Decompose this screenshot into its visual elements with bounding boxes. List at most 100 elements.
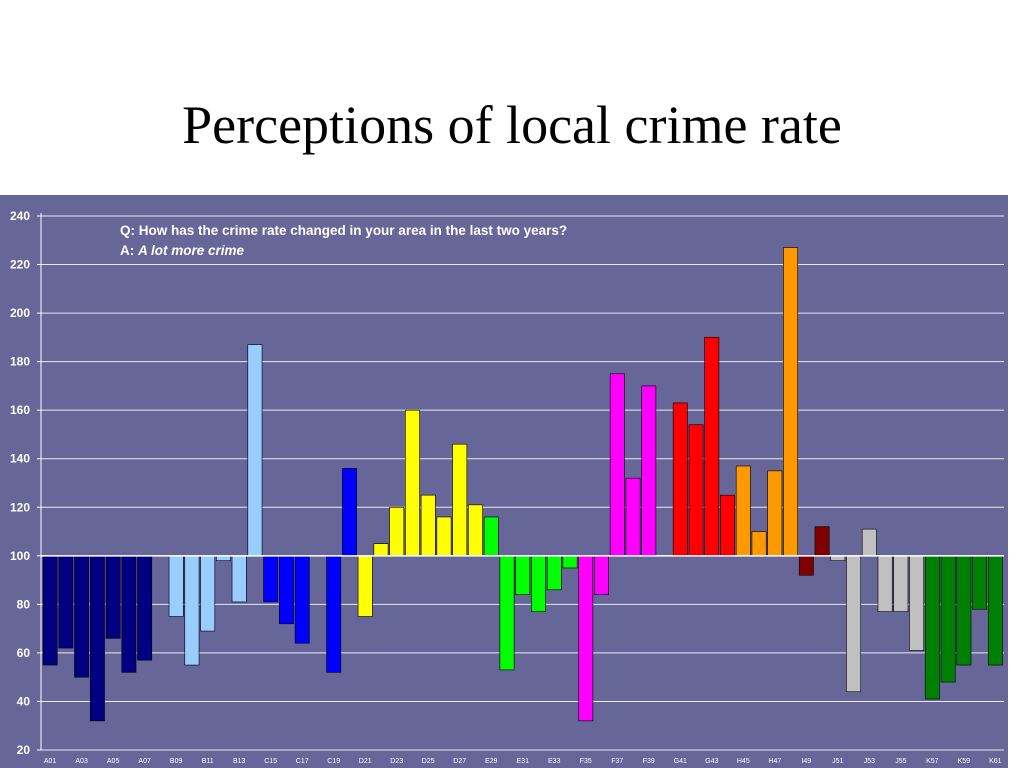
bar-F38 [625,477,641,557]
x-tick-label: E33 [548,758,561,765]
x-tick-label: D25 [422,758,435,765]
x-tick-label: G41 [674,758,687,765]
bar-F35 [578,555,594,722]
x-tick-label: C17 [296,758,309,765]
bar-H46 [751,531,767,557]
bar-J53 [861,528,877,557]
bar-C16 [279,555,294,625]
bar-C17 [294,555,310,644]
y-tick-label: 120 [10,500,30,514]
x-tick-label: H47 [768,758,781,765]
chart-background [0,195,1008,768]
x-tick-label: E29 [485,758,498,765]
bar-E33 [546,555,562,591]
bar-F37 [609,373,625,557]
x-tick-label: J51 [832,758,843,765]
bar-K57 [924,555,940,700]
bar-J52 [846,555,862,693]
bar-A06 [121,555,137,673]
x-tick-label: B11 [202,758,214,765]
bar-E34 [562,555,578,569]
bar-A05 [105,555,121,639]
bar-A03 [74,555,90,678]
bar-G43 [704,337,720,557]
chart-answer: A: A lot more crime [120,243,245,258]
y-axis-ticks: 20 40 60 80 100 120 140 160 180 200 220 240 [10,209,41,757]
bar-D27 [452,443,468,557]
bar-B09 [168,555,184,617]
x-tick-label: B13 [233,758,246,765]
x-tick-label: C19 [327,758,340,765]
bar-G42 [688,424,704,557]
bar-B11 [200,555,216,632]
bar-E32 [531,555,546,612]
y-tick-label: 80 [17,597,31,611]
bar-C15 [263,555,279,603]
x-tick-label: K57 [926,758,939,765]
bar-D26 [436,516,452,557]
bar-G41 [672,402,688,557]
x-tick-label: A01 [44,758,57,765]
bar-H48 [783,247,798,557]
x-tick-label: J55 [895,758,906,765]
y-tick-label: 20 [17,743,31,757]
x-tick-label: J53 [864,758,875,765]
x-tick-label: K59 [958,758,971,765]
bar-E31 [515,555,531,595]
bar-K59 [956,555,972,666]
y-tick-label: 140 [10,452,30,466]
bar-A07 [137,555,153,661]
bar-G44 [720,494,735,557]
bar-F39 [641,385,657,557]
bar-K60 [972,555,988,610]
x-tick-label: K61 [989,758,1002,765]
bar-H47 [767,470,783,557]
bar-D25 [420,494,436,557]
x-tick-label: F39 [643,758,655,765]
bar-E29 [483,516,499,557]
bar-A01 [42,555,58,666]
x-tick-label: I49 [801,758,811,765]
bar-K58 [940,555,956,683]
gridlines [41,215,1004,751]
bar-F36 [594,555,609,595]
chart-question: Q: How has the crime rate changed in you… [120,223,567,238]
bars [42,247,1003,722]
x-tick-label: H45 [737,758,750,765]
bar-K61 [987,555,1003,666]
bar-A04 [89,555,105,722]
bar-E30 [499,555,515,671]
bar-D21 [357,555,373,617]
x-tick-label: A05 [107,758,120,765]
bar-I50 [814,526,830,557]
x-tick-label: G43 [705,758,718,765]
y-tick-label: 60 [17,646,31,660]
bar-C20 [342,468,357,557]
x-tick-label: A07 [138,758,151,765]
bar-J56 [909,555,925,651]
bar-J55 [893,555,909,612]
x-tick-label: D23 [390,758,403,765]
x-axis-ticks: A01 A03 A05 A07 B09 B11 B13 C15 C17 C19 D21 D23 D25 D… [44,758,1002,765]
bar-D22 [373,543,389,557]
bar-B13 [231,555,247,603]
x-tick-label: D21 [359,758,372,765]
y-tick-label: 160 [10,403,30,417]
answer-text: A lot more crime [137,243,245,258]
y-tick-label: 220 [10,258,30,272]
bar-I49 [798,555,814,576]
answer-prefix: A: [120,243,138,258]
bar-J54 [877,555,893,612]
bar-D24 [405,409,420,557]
x-tick-label: B09 [170,758,183,765]
x-tick-label: C15 [264,758,277,765]
bar-A02 [58,555,74,649]
y-tick-label: 180 [10,355,30,369]
slide-title: Perceptions of local crime rate [182,95,842,155]
y-tick-label: 240 [10,209,30,223]
x-tick-label: F37 [611,758,623,765]
y-tick-label: 100 [10,549,30,563]
bar-H45 [735,465,751,557]
x-tick-label: D27 [453,758,466,765]
